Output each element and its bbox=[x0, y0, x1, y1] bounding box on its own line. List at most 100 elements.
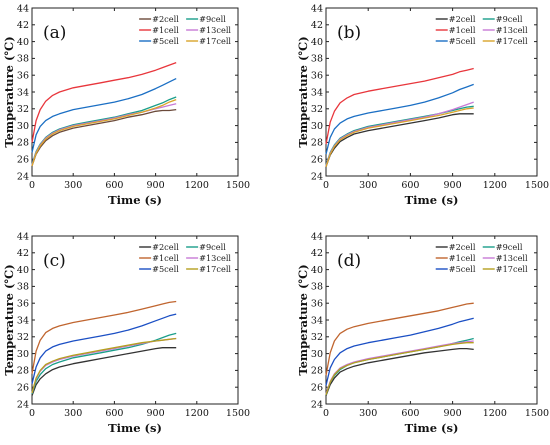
legend-entry: #13cell bbox=[496, 253, 528, 263]
legend-entry: #1cell bbox=[449, 25, 476, 35]
x-tick-label: 900 bbox=[147, 408, 165, 419]
legend-entry: #5cell bbox=[152, 36, 179, 46]
y-tick-label: 28 bbox=[311, 138, 323, 149]
y-tick-label: 44 bbox=[311, 3, 323, 14]
y-tick-label: 36 bbox=[311, 71, 323, 82]
panel-label: (a) bbox=[43, 23, 66, 43]
y-tick-label: 38 bbox=[17, 54, 29, 65]
x-axis-title: Time (s) bbox=[108, 193, 162, 207]
legend-entry: #13cell bbox=[199, 253, 231, 263]
series-line-2cell bbox=[325, 113, 474, 168]
x-axis-title: Time (s) bbox=[405, 193, 459, 207]
x-tick-label: 1200 bbox=[185, 180, 209, 191]
y-tick-label: 28 bbox=[17, 366, 29, 377]
series-line-1cell bbox=[325, 302, 474, 376]
y-tick-label: 24 bbox=[17, 171, 29, 182]
legend-entry: #17cell bbox=[496, 36, 528, 46]
legend-entry: #5cell bbox=[449, 264, 476, 274]
legend-entry: #1cell bbox=[152, 25, 179, 35]
y-tick-label: 42 bbox=[311, 20, 323, 31]
series-line-9cell bbox=[325, 337, 474, 396]
chart-panel-1: 0 300 600 900 1200 1500 24 26 28 30 32 34 36 38 40 42 44… bbox=[2, 3, 250, 207]
series-line-17cell bbox=[325, 342, 474, 396]
x-tick-label: 600 bbox=[401, 408, 419, 419]
y-tick-label: 32 bbox=[17, 104, 29, 115]
legend-entry: #2cell bbox=[449, 242, 476, 252]
chart-panel-2: 0 300 600 900 1200 1500 24 26 28 30 32 34 36 38 40 42 44… bbox=[296, 3, 549, 207]
y-tick-label: 24 bbox=[311, 171, 323, 182]
legend-entry: #17cell bbox=[199, 264, 231, 274]
x-tick-label: 0 bbox=[323, 408, 329, 419]
y-tick-label: 30 bbox=[17, 121, 29, 132]
x-tick-label: 300 bbox=[359, 408, 377, 419]
legend-entry: #9cell bbox=[199, 242, 226, 252]
x-tick-label: 600 bbox=[105, 408, 123, 419]
series-line-17cell bbox=[31, 337, 177, 394]
series-line-13cell bbox=[325, 101, 474, 167]
series-line-17cell bbox=[31, 98, 177, 167]
y-tick-label: 36 bbox=[17, 71, 29, 82]
series-line-13cell bbox=[31, 103, 177, 166]
legend-entry: #1cell bbox=[152, 253, 179, 263]
y-tick-label: 32 bbox=[311, 332, 323, 343]
y-tick-label: 34 bbox=[17, 87, 29, 98]
x-tick-label: 0 bbox=[323, 180, 329, 191]
series-line-1cell bbox=[325, 67, 474, 145]
legend-entry: #17cell bbox=[496, 264, 528, 274]
x-tick-label: 1500 bbox=[226, 408, 250, 419]
x-tick-label: 1500 bbox=[525, 180, 549, 191]
y-tick-label: 28 bbox=[311, 366, 323, 377]
series-line-1cell bbox=[31, 300, 177, 374]
legend-entry: #2cell bbox=[152, 242, 179, 252]
series-line-2cell bbox=[31, 347, 177, 396]
y-tick-label: 30 bbox=[17, 349, 29, 360]
legend-entry: #9cell bbox=[496, 14, 523, 24]
y-tick-label: 44 bbox=[311, 231, 323, 242]
x-tick-label: 900 bbox=[147, 180, 165, 191]
x-axis-title: Time (s) bbox=[405, 421, 459, 435]
y-tick-label: 30 bbox=[311, 349, 323, 360]
legend-entry: #17cell bbox=[199, 36, 231, 46]
y-axis-title: Temperature (℃) bbox=[296, 264, 310, 375]
x-tick-label: 0 bbox=[29, 180, 35, 191]
y-tick-label: 42 bbox=[311, 248, 323, 259]
y-tick-label: 26 bbox=[311, 155, 323, 166]
y-tick-label: 40 bbox=[311, 37, 323, 48]
y-tick-label: 40 bbox=[17, 265, 29, 276]
x-tick-label: 300 bbox=[64, 180, 82, 191]
x-tick-label: 900 bbox=[444, 180, 462, 191]
y-axis-title: Temperature (℃) bbox=[296, 36, 310, 147]
legend-entry: #1cell bbox=[449, 253, 476, 263]
x-tick-label: 1500 bbox=[525, 408, 549, 419]
chart-panel-3: 0 300 600 900 1200 1500 24 26 28 30 32 34 36 38 40 42 44… bbox=[2, 231, 250, 435]
y-axis-title: Temperature (℃) bbox=[2, 36, 16, 147]
y-tick-label: 24 bbox=[17, 399, 29, 410]
y-tick-label: 42 bbox=[17, 248, 29, 259]
y-tick-label: 26 bbox=[311, 383, 323, 394]
y-tick-label: 42 bbox=[17, 20, 29, 31]
y-tick-label: 34 bbox=[311, 315, 323, 326]
legend-entry: #9cell bbox=[199, 14, 226, 24]
x-tick-label: 300 bbox=[359, 180, 377, 191]
y-tick-label: 36 bbox=[17, 299, 29, 310]
y-tick-label: 36 bbox=[311, 299, 323, 310]
x-tick-label: 900 bbox=[444, 408, 462, 419]
panel-label: (d) bbox=[337, 251, 361, 271]
y-tick-label: 38 bbox=[311, 282, 323, 293]
series-line-1cell bbox=[31, 61, 177, 143]
x-tick-label: 600 bbox=[105, 180, 123, 191]
y-tick-label: 38 bbox=[17, 282, 29, 293]
x-tick-label: 1200 bbox=[483, 408, 507, 419]
panel-label: (c) bbox=[43, 251, 66, 271]
y-tick-label: 44 bbox=[17, 3, 29, 14]
legend-entry: #5cell bbox=[449, 36, 476, 46]
series-line-5cell bbox=[325, 83, 474, 155]
legend-entry: #5cell bbox=[152, 264, 179, 274]
series-line-5cell bbox=[325, 317, 474, 386]
legend-entry: #13cell bbox=[496, 25, 528, 35]
y-tick-label: 40 bbox=[311, 265, 323, 276]
x-tick-label: 1500 bbox=[226, 180, 250, 191]
series-line-2cell bbox=[31, 108, 177, 167]
legend-entry: #2cell bbox=[152, 14, 179, 24]
